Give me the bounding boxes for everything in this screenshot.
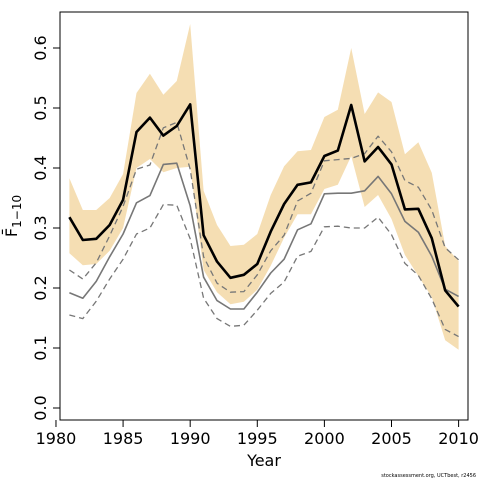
y-tick-label: 0.4 (31, 155, 50, 180)
y-axis-title-subscript: 1−10 (10, 195, 24, 228)
y-tick-label: 0.6 (31, 35, 50, 60)
series-lines-layer (68, 103, 460, 338)
x-axis: 1980 1985 1990 1995 2000 2005 2010 (36, 420, 479, 448)
footnote: stockassessment.org, UCTbest, r2456 (381, 473, 476, 479)
svg-text:F̄1−10: F̄1−10 (2, 195, 24, 237)
y-tick-label: 0.2 (31, 275, 50, 300)
x-tick-label: 2010 (438, 429, 479, 448)
y-tick-label: 0.3 (31, 215, 50, 240)
x-tick-label: 2000 (304, 429, 345, 448)
confidence-band-layer (69, 24, 459, 350)
x-tick-label: 1985 (103, 429, 144, 448)
y-axis-title-main: F̄ (2, 228, 21, 237)
x-axis-title: Year (246, 451, 281, 470)
x-tick-label: 1980 (36, 429, 77, 448)
series-line-dashed-3 (69, 203, 459, 338)
series-line-dashed-2 (69, 121, 460, 293)
x-tick-label: 2005 (371, 429, 412, 448)
confidence-band (69, 24, 459, 350)
y-axis-title: F̄1−10 (2, 195, 24, 237)
y-axis: 0.0 0.1 0.2 0.3 0.4 0.5 0.6 (31, 35, 60, 421)
x-tick-label: 1990 (170, 429, 211, 448)
y-tick-label: 0.1 (31, 335, 50, 360)
y-tick-label: 0.5 (31, 95, 50, 120)
y-tick-label: 0.0 (31, 395, 50, 420)
plot-frame (59, 11, 469, 421)
x-tick-label: 1995 (237, 429, 278, 448)
series-line-estimate (68, 103, 460, 308)
series-line-grey (69, 162, 459, 310)
